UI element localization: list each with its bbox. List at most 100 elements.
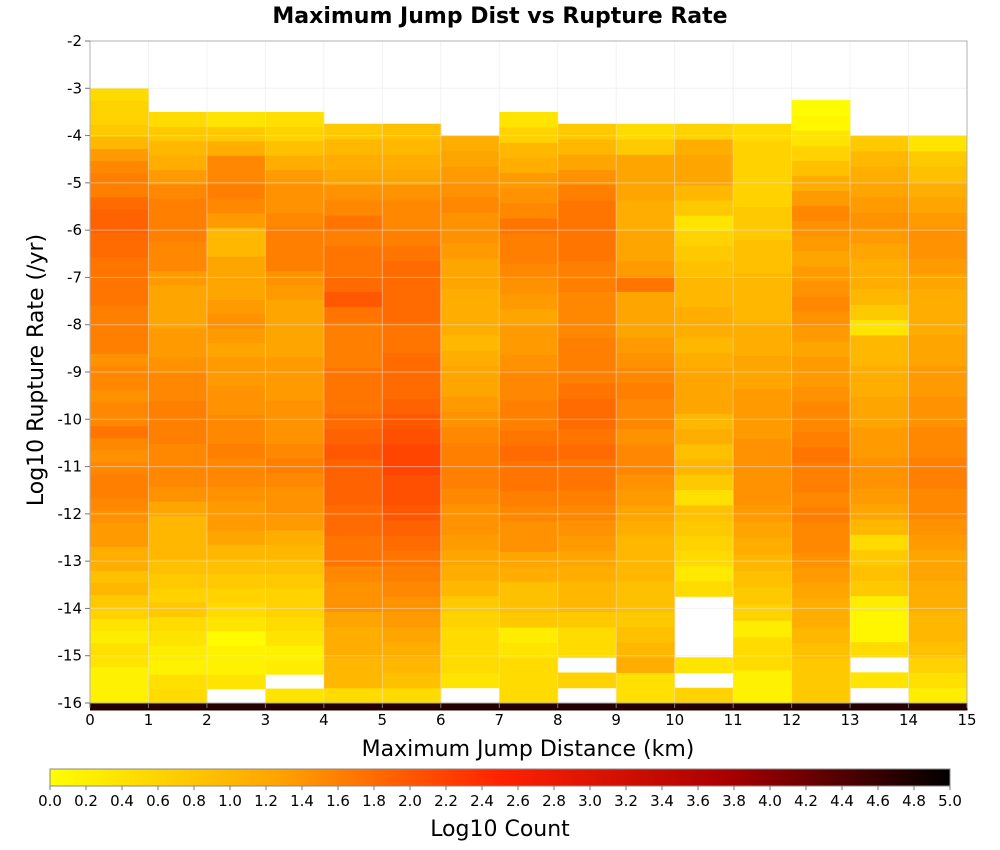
heatmap-cell bbox=[90, 317, 149, 330]
heatmap-cell bbox=[908, 549, 968, 566]
heatmap-cell bbox=[499, 278, 559, 295]
heatmap-cell bbox=[791, 311, 851, 327]
heatmap-cell bbox=[674, 550, 734, 567]
heatmap-cell bbox=[148, 126, 208, 142]
heatmap-cell bbox=[616, 352, 676, 369]
y-tick-label: -11 bbox=[58, 458, 83, 476]
heatmap-cell bbox=[733, 338, 793, 356]
heatmap-cell bbox=[148, 212, 208, 228]
y-tick-label: -8 bbox=[67, 316, 82, 334]
heatmap-cell bbox=[90, 100, 149, 113]
heatmap-cell bbox=[382, 611, 442, 628]
heatmap-cell bbox=[850, 703, 910, 711]
heatmap-cell bbox=[674, 687, 734, 704]
heatmap-cell bbox=[557, 230, 617, 247]
heatmap-cell bbox=[440, 150, 500, 167]
heatmap-cell bbox=[557, 428, 617, 445]
heatmap-cell bbox=[90, 160, 149, 174]
heatmap-cell bbox=[90, 353, 149, 367]
heatmap-cell bbox=[616, 474, 676, 491]
heatmap-cell bbox=[908, 426, 968, 443]
heatmap-cell bbox=[557, 245, 617, 262]
heatmap-cell bbox=[557, 260, 617, 277]
heatmap-cell bbox=[265, 602, 325, 618]
heatmap-cell bbox=[850, 380, 910, 397]
heatmap-cell bbox=[499, 581, 559, 598]
x-tick-label: 3 bbox=[261, 711, 271, 729]
y-tick-label: -7 bbox=[67, 268, 82, 286]
heatmap-cell bbox=[791, 642, 851, 659]
heatmap-cell bbox=[265, 443, 325, 459]
heatmap-cell bbox=[90, 425, 149, 439]
heatmap-cell bbox=[148, 630, 208, 646]
heatmap-cell bbox=[850, 242, 910, 259]
heatmap-cell bbox=[148, 486, 208, 502]
heatmap-cell bbox=[499, 566, 559, 583]
heatmap-cell bbox=[850, 426, 910, 443]
heatmap-cell bbox=[206, 558, 266, 574]
heatmap-cell bbox=[440, 503, 500, 520]
heatmap-cell bbox=[382, 337, 442, 353]
heatmap-cell bbox=[323, 550, 383, 567]
heatmap-cell bbox=[148, 558, 208, 574]
heatmap-cell bbox=[90, 678, 149, 692]
heatmap-cell bbox=[206, 357, 266, 372]
heatmap-cell bbox=[382, 474, 442, 491]
heatmap-cell bbox=[733, 669, 793, 687]
heatmap-cell bbox=[557, 489, 617, 506]
heatmap-cell bbox=[674, 413, 734, 430]
heatmap-cell bbox=[440, 334, 500, 351]
heatmap-cell bbox=[674, 260, 734, 277]
heatmap-cell bbox=[616, 154, 676, 170]
y-tick-label: -10 bbox=[58, 410, 83, 428]
colorbar-tick-label: 4.8 bbox=[902, 792, 926, 810]
heatmap-cell bbox=[382, 581, 442, 597]
heatmap-cell bbox=[265, 299, 325, 315]
heatmap-cell bbox=[674, 443, 734, 460]
heatmap-cell bbox=[440, 304, 500, 321]
heatmap-cell bbox=[791, 461, 851, 478]
heatmap-cell bbox=[206, 371, 266, 387]
heatmap-cell bbox=[733, 620, 793, 638]
heatmap-cell bbox=[850, 626, 910, 643]
heatmap-cell bbox=[382, 596, 442, 613]
y-axis-label: Log10 Rupture Rate (/yr) bbox=[24, 234, 49, 506]
heatmap-cell bbox=[323, 672, 383, 689]
heatmap-cell bbox=[323, 398, 383, 414]
heatmap-cell bbox=[499, 703, 559, 711]
x-tick-label: 4 bbox=[319, 711, 329, 729]
heatmap-cell bbox=[382, 504, 442, 521]
heatmap-cell bbox=[382, 123, 442, 140]
y-tick-label: -14 bbox=[58, 599, 83, 617]
heatmap-cell bbox=[148, 443, 208, 459]
heatmap-cell bbox=[557, 352, 617, 369]
heatmap-cell bbox=[148, 414, 208, 430]
heatmap-cell bbox=[440, 181, 500, 198]
heatmap-cell bbox=[90, 269, 149, 282]
heatmap-cell bbox=[90, 449, 149, 463]
heatmap-cell bbox=[733, 388, 793, 406]
heatmap-cell bbox=[674, 245, 734, 262]
heatmap-cell bbox=[908, 212, 968, 229]
heatmap-cell bbox=[382, 199, 442, 216]
heatmap-cell bbox=[265, 385, 325, 401]
heatmap-cell bbox=[850, 641, 910, 658]
heatmap-cell bbox=[908, 580, 968, 597]
heatmap-cell bbox=[90, 148, 149, 162]
colorbar-tick-label: 1.2 bbox=[254, 792, 278, 810]
heatmap-cell bbox=[90, 690, 149, 704]
heatmap-cell bbox=[499, 324, 559, 340]
colorbar-tick-label: 2.2 bbox=[434, 792, 458, 810]
heatmap-cell bbox=[499, 233, 559, 249]
heatmap-cell bbox=[791, 612, 851, 629]
heatmap-cell bbox=[908, 334, 968, 351]
heatmap-cell bbox=[616, 687, 676, 704]
heatmap-cell bbox=[733, 305, 793, 323]
heatmap-cell bbox=[791, 672, 851, 689]
heatmap-cell bbox=[733, 421, 793, 439]
heatmap-cell bbox=[908, 304, 968, 321]
heatmap-cell bbox=[265, 414, 325, 430]
heatmap-cell bbox=[382, 672, 442, 689]
heatmap-cell bbox=[323, 352, 383, 369]
heatmap-cell bbox=[616, 596, 676, 613]
